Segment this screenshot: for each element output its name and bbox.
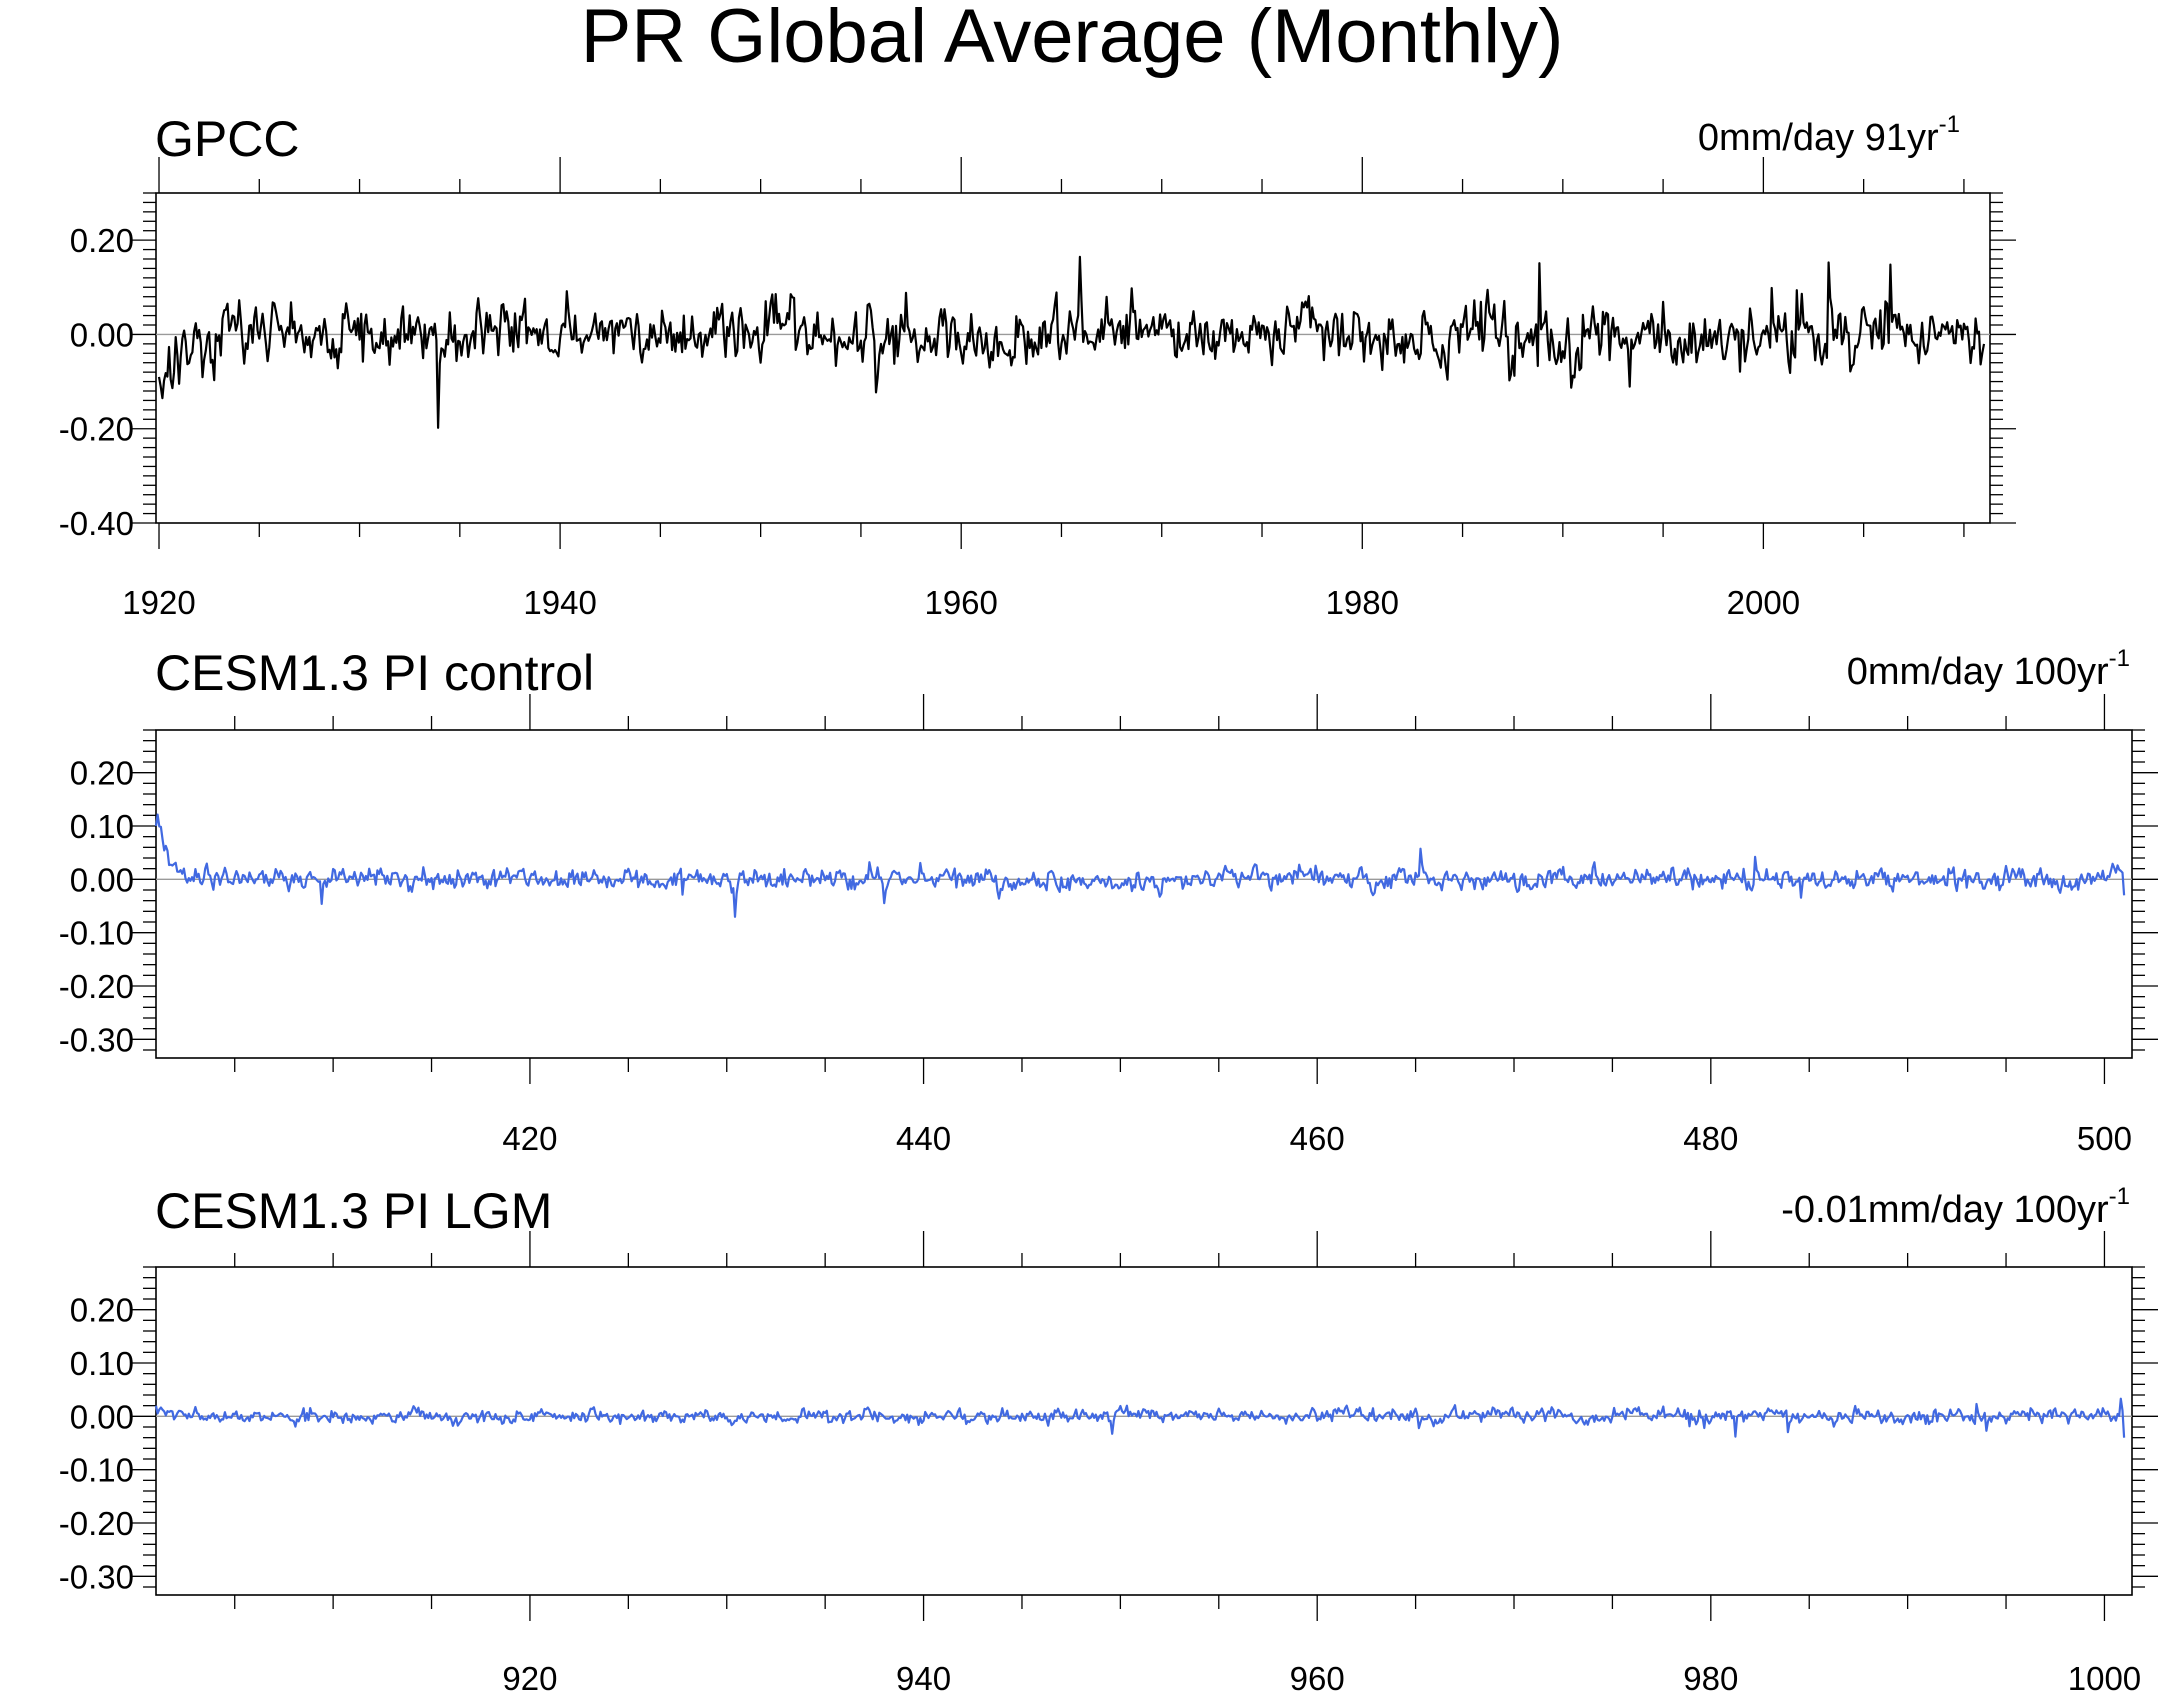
x-tick-label: 1000 <box>2068 1660 2141 1697</box>
trend-annotation-pi-lgm: -0.01mm/day 100yr-1 <box>1781 1183 2130 1231</box>
plot-frame-pi-control <box>155 729 2133 1059</box>
x-tick-label: 500 <box>2077 1120 2132 1157</box>
x-axis-gpcc: 1920 1940 1960 1980 2000 <box>122 584 1800 621</box>
y-tick-label: -0.20 <box>59 411 134 448</box>
y-tick-label: 0.00 <box>70 1398 134 1435</box>
y-axis-pi-lgm: -0.30 -0.20 -0.10 0.00 0.10 0.20 <box>59 1292 134 1596</box>
y-tick-label: 0.10 <box>70 1345 134 1382</box>
trend-exponent-gpcc: -1 <box>1939 111 1960 138</box>
y-tick-label: -0.10 <box>59 915 134 952</box>
y-tick-label: 0.20 <box>70 755 134 792</box>
trend-exponent-pi-lgm: -1 <box>2109 1183 2130 1210</box>
y-tick-label: -0.20 <box>59 1505 134 1542</box>
y-axis-pi-control: -0.30 -0.20 -0.10 0.00 0.10 0.20 <box>59 755 134 1059</box>
trend-annotation-pi-control: 0mm/day 100yr-1 <box>1847 645 2130 693</box>
x-tick-label: 480 <box>1683 1120 1738 1157</box>
series-line-gpcc <box>157 255 1986 429</box>
minor-ticks-pi-lgm <box>130 1231 2158 1621</box>
y-tick-label: -0.10 <box>59 1452 134 1489</box>
x-tick-label: 1980 <box>1326 584 1399 621</box>
x-tick-label: 960 <box>1290 1660 1345 1697</box>
panel-title-gpcc: GPCC <box>155 111 299 167</box>
series-line-pi-lgm <box>154 1397 2126 1438</box>
x-tick-label: 920 <box>502 1660 557 1697</box>
y-tick-label: 0.10 <box>70 808 134 845</box>
panel-title-pi-lgm: CESM1.3 PI LGM <box>155 1183 552 1239</box>
panel-gpcc: GPCC 0mm/day 91yr-1 1920 1940 1960 1980 … <box>59 111 2016 621</box>
x-tick-label: 1920 <box>122 584 195 621</box>
panel-cesm-pi-control: CESM1.3 PI control 0mm/day 100yr-1 420 4… <box>59 645 2158 1157</box>
x-tick-label: 460 <box>1290 1120 1345 1157</box>
trend-value-gpcc: 0mm/day 91yr <box>1698 117 1939 159</box>
y-tick-label: -0.30 <box>59 1558 134 1595</box>
trend-annotation-gpcc: 0mm/day 91yr-1 <box>1698 111 1960 159</box>
y-tick-label: 0.00 <box>70 316 134 353</box>
y-axis-gpcc: -0.40 -0.20 0.00 0.20 <box>59 222 134 542</box>
trend-value-pi-lgm: -0.01mm/day 100yr <box>1781 1189 2109 1231</box>
panel-title-pi-control: CESM1.3 PI control <box>155 645 594 701</box>
y-tick-label: 0.20 <box>70 222 134 259</box>
x-axis-pi-lgm: 920 940 960 980 1000 <box>502 1660 2141 1697</box>
y-tick-label: 0.00 <box>70 861 134 898</box>
x-tick-label: 1940 <box>523 584 596 621</box>
series-line-pi-control <box>154 813 2126 918</box>
minor-ticks-gpcc <box>130 157 2016 549</box>
x-tick-label: 440 <box>896 1120 951 1157</box>
y-tick-label: -0.20 <box>59 968 134 1005</box>
x-tick-label: 980 <box>1683 1660 1738 1697</box>
minor-ticks-pi-control <box>130 694 2158 1084</box>
x-axis-pi-control: 420 440 460 480 500 <box>502 1120 2132 1157</box>
y-tick-label: 0.20 <box>70 1292 134 1329</box>
y-tick-label: -0.30 <box>59 1021 134 1058</box>
plot-frame-gpcc <box>155 192 1991 524</box>
trend-value-pi-control: 0mm/day 100yr <box>1847 651 2109 693</box>
panel-cesm-pi-lgm: CESM1.3 PI LGM -0.01mm/day 100yr-1 920 9… <box>59 1183 2158 1697</box>
plot-frame-pi-lgm <box>155 1266 2133 1596</box>
x-tick-label: 2000 <box>1727 584 1800 621</box>
chart-title: PR Global Average (Monthly) <box>581 0 1564 79</box>
x-tick-label: 1960 <box>924 584 997 621</box>
trend-exponent-pi-control: -1 <box>2109 645 2130 672</box>
x-tick-label: 940 <box>896 1660 951 1697</box>
x-tick-label: 420 <box>502 1120 557 1157</box>
y-tick-label: -0.40 <box>59 505 134 542</box>
